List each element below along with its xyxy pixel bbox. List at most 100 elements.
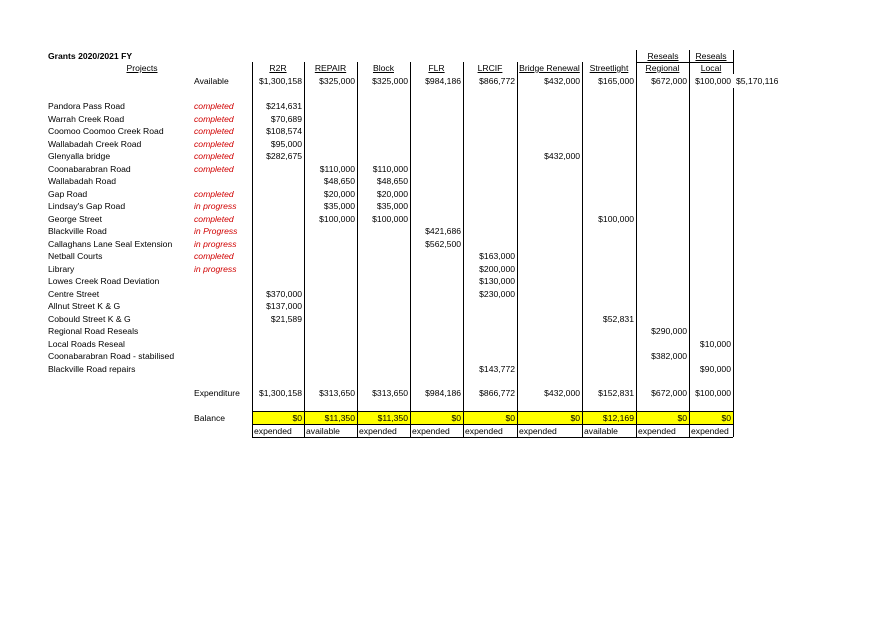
project-status: in progress bbox=[194, 263, 237, 274]
project-status: completed bbox=[194, 138, 234, 149]
available-value: $325,000 bbox=[319, 76, 355, 86]
project-amount: $562,500 bbox=[425, 238, 461, 249]
balance-highlight bbox=[464, 411, 517, 424]
project-status: completed bbox=[194, 163, 234, 174]
grid-line bbox=[252, 411, 733, 412]
grid-line bbox=[636, 62, 637, 437]
project-amount: $48,650 bbox=[376, 176, 408, 186]
project-status: completed bbox=[194, 213, 234, 224]
grid-line bbox=[517, 62, 518, 437]
expenditure-value: $313,650 bbox=[319, 388, 355, 398]
balance-highlight bbox=[518, 411, 582, 424]
balance-note: expended bbox=[519, 426, 557, 436]
expenditure-value: $866,772 bbox=[479, 388, 515, 398]
balance-note: expended bbox=[254, 426, 292, 436]
project-name: Library bbox=[48, 263, 75, 274]
project-amount: $214,631 bbox=[266, 101, 302, 111]
project-status: in Progress bbox=[194, 226, 238, 236]
project-name: Wallabadah Creek Road bbox=[48, 138, 142, 149]
project-amount: $52,831 bbox=[602, 313, 634, 324]
balance-note: available bbox=[584, 426, 618, 436]
grid-line bbox=[689, 50, 690, 62]
balance-value: $11,350 bbox=[377, 413, 408, 423]
balance-highlight bbox=[253, 411, 304, 424]
balance-label: Balance bbox=[194, 413, 226, 423]
project-status: completed bbox=[194, 151, 234, 161]
grid-line bbox=[636, 62, 733, 63]
balance-highlight bbox=[690, 411, 733, 424]
project-status: completed bbox=[194, 113, 234, 124]
project-amount: $48,650 bbox=[323, 176, 355, 186]
project-amount: $100,000 bbox=[598, 213, 634, 224]
available-value: $866,772 bbox=[479, 76, 515, 86]
expenditure-value: $672,000 bbox=[651, 388, 687, 398]
project-amount: $20,000 bbox=[323, 188, 355, 199]
project-amount: $290,000 bbox=[651, 326, 687, 336]
balance-note: expended bbox=[691, 426, 729, 436]
project-amount: $35,000 bbox=[323, 201, 355, 211]
project-status: in progress bbox=[194, 238, 237, 249]
column-header: LRCIF bbox=[477, 63, 503, 73]
balance-note: expended bbox=[412, 426, 450, 436]
projects-header: Projects bbox=[126, 63, 158, 73]
column-header: R2R bbox=[269, 63, 287, 73]
available-value: $672,000 bbox=[651, 76, 687, 86]
grid-line bbox=[733, 88, 734, 437]
expenditure-value: $984,186 bbox=[425, 388, 461, 398]
grid-line bbox=[636, 50, 637, 62]
balance-note: expended bbox=[359, 426, 397, 436]
project-name: Callaghans Lane Seal Extension bbox=[48, 238, 173, 249]
column-header: Regional bbox=[645, 63, 680, 73]
project-name: Lindsay's Gap Road bbox=[48, 201, 126, 211]
project-amount: $110,000 bbox=[372, 163, 408, 174]
project-amount: $282,675 bbox=[266, 151, 302, 161]
balance-value: $0 bbox=[570, 413, 580, 423]
project-amount: $143,772 bbox=[479, 363, 515, 374]
project-name: Pandora Pass Road bbox=[48, 101, 125, 111]
column-header: Bridge Renewal bbox=[519, 63, 580, 73]
grid-line bbox=[357, 62, 358, 437]
balance-value: $0 bbox=[677, 413, 687, 423]
grid-line bbox=[252, 62, 253, 437]
project-amount: $137,000 bbox=[266, 301, 302, 311]
column-header: Block bbox=[372, 63, 394, 73]
project-status: completed bbox=[194, 126, 234, 136]
project-amount: $110,000 bbox=[319, 163, 355, 174]
available-value: $432,000 bbox=[544, 76, 580, 86]
expenditure-value: $432,000 bbox=[544, 388, 580, 398]
project-amount: $163,000 bbox=[479, 251, 515, 261]
balance-value: $12,169 bbox=[602, 413, 634, 423]
grid-line bbox=[410, 62, 411, 437]
project-amount: $95,000 bbox=[270, 138, 302, 149]
grid-line bbox=[252, 437, 733, 438]
project-amount: $100,000 bbox=[372, 213, 408, 224]
grid-line bbox=[733, 62, 734, 74]
project-name: Blackville Road bbox=[48, 226, 107, 236]
grid-line bbox=[689, 62, 690, 437]
grid-line bbox=[582, 62, 583, 437]
balance-highlight bbox=[637, 411, 689, 424]
project-name: George Street bbox=[48, 213, 102, 224]
available-total: $5,170,116 bbox=[736, 76, 779, 86]
project-name: Local Roads Reseal bbox=[48, 338, 125, 349]
reseals-header-regional: Reseals bbox=[647, 51, 679, 61]
project-amount: $130,000 bbox=[479, 276, 515, 286]
project-amount: $90,000 bbox=[699, 363, 731, 374]
project-name: Coonabarabran Road bbox=[48, 163, 131, 174]
project-amount: $70,689 bbox=[270, 113, 302, 124]
project-name: Lowes Creek Road Deviation bbox=[48, 276, 160, 286]
reseals-header-local: Reseals bbox=[695, 51, 727, 61]
project-status: completed bbox=[194, 101, 234, 111]
project-name: Centre Street bbox=[48, 288, 100, 299]
project-status: in progress bbox=[194, 201, 237, 211]
column-header: Local bbox=[700, 63, 722, 73]
balance-note: available bbox=[306, 426, 340, 436]
balance-value: $0 bbox=[505, 413, 515, 423]
expenditure-value: $100,000 bbox=[695, 388, 731, 398]
project-amount: $382,000 bbox=[651, 351, 687, 361]
balance-value: $11,350 bbox=[324, 413, 355, 423]
project-amount: $432,000 bbox=[544, 151, 580, 161]
balance-note: expended bbox=[465, 426, 503, 436]
balance-highlight bbox=[358, 411, 410, 424]
available-value: $1,300,158 bbox=[258, 76, 302, 86]
